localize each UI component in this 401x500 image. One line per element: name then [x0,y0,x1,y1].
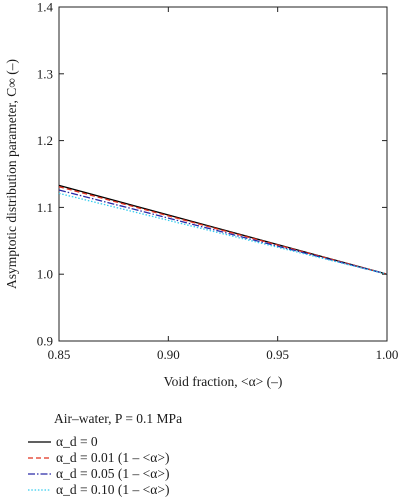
series-line-3 [58,192,388,275]
y-tick-label: 1.3 [37,66,53,81]
y-axis-label: Asymptotic distribution parameter, C∞ (–… [4,59,19,289]
x-tick-label: 1.00 [376,347,399,362]
series-layer [58,184,388,275]
plot-area [58,6,388,342]
y-tick-label: 1.2 [37,133,53,148]
plot-frame [58,6,388,342]
y-tick-label: 1.0 [37,267,53,282]
series-line-1 [58,186,388,275]
legend-entry-2: α_d = 0.05 (1 – <α>) [56,466,169,481]
x-tick-label: 0.85 [48,347,71,362]
y-axis: 0.9 1.0 1.1 1.2 1.3 1.4 [37,0,387,349]
legend-entry-0: α_d = 0 [56,434,98,449]
y-tick-label: 1.4 [37,0,54,15]
legend-entries: α_d = 0α_d = 0.01 (1 – <α>)α_d = 0.05 (1… [28,434,169,497]
x-tick-label: 0.95 [266,347,289,362]
legend-entry-3: α_d = 0.10 (1 – <α>) [56,482,169,497]
y-tick-label: 1.1 [37,200,53,215]
x-axis-label: Void fraction, <α> (–) [164,374,283,389]
legend-entry-1: α_d = 0.01 (1 – <α>) [56,450,169,465]
legend-title: Air–water, P = 0.1 MPa [54,411,182,426]
x-axis: 0.85 0.90 0.95 1.00 [48,7,399,362]
series-line-2 [58,189,388,275]
y-tick-label: 0.9 [37,334,53,349]
legend: Air–water, P = 0.1 MPa α_d = 0α_d = 0.01… [28,411,182,497]
x-tick-label: 0.90 [157,347,180,362]
